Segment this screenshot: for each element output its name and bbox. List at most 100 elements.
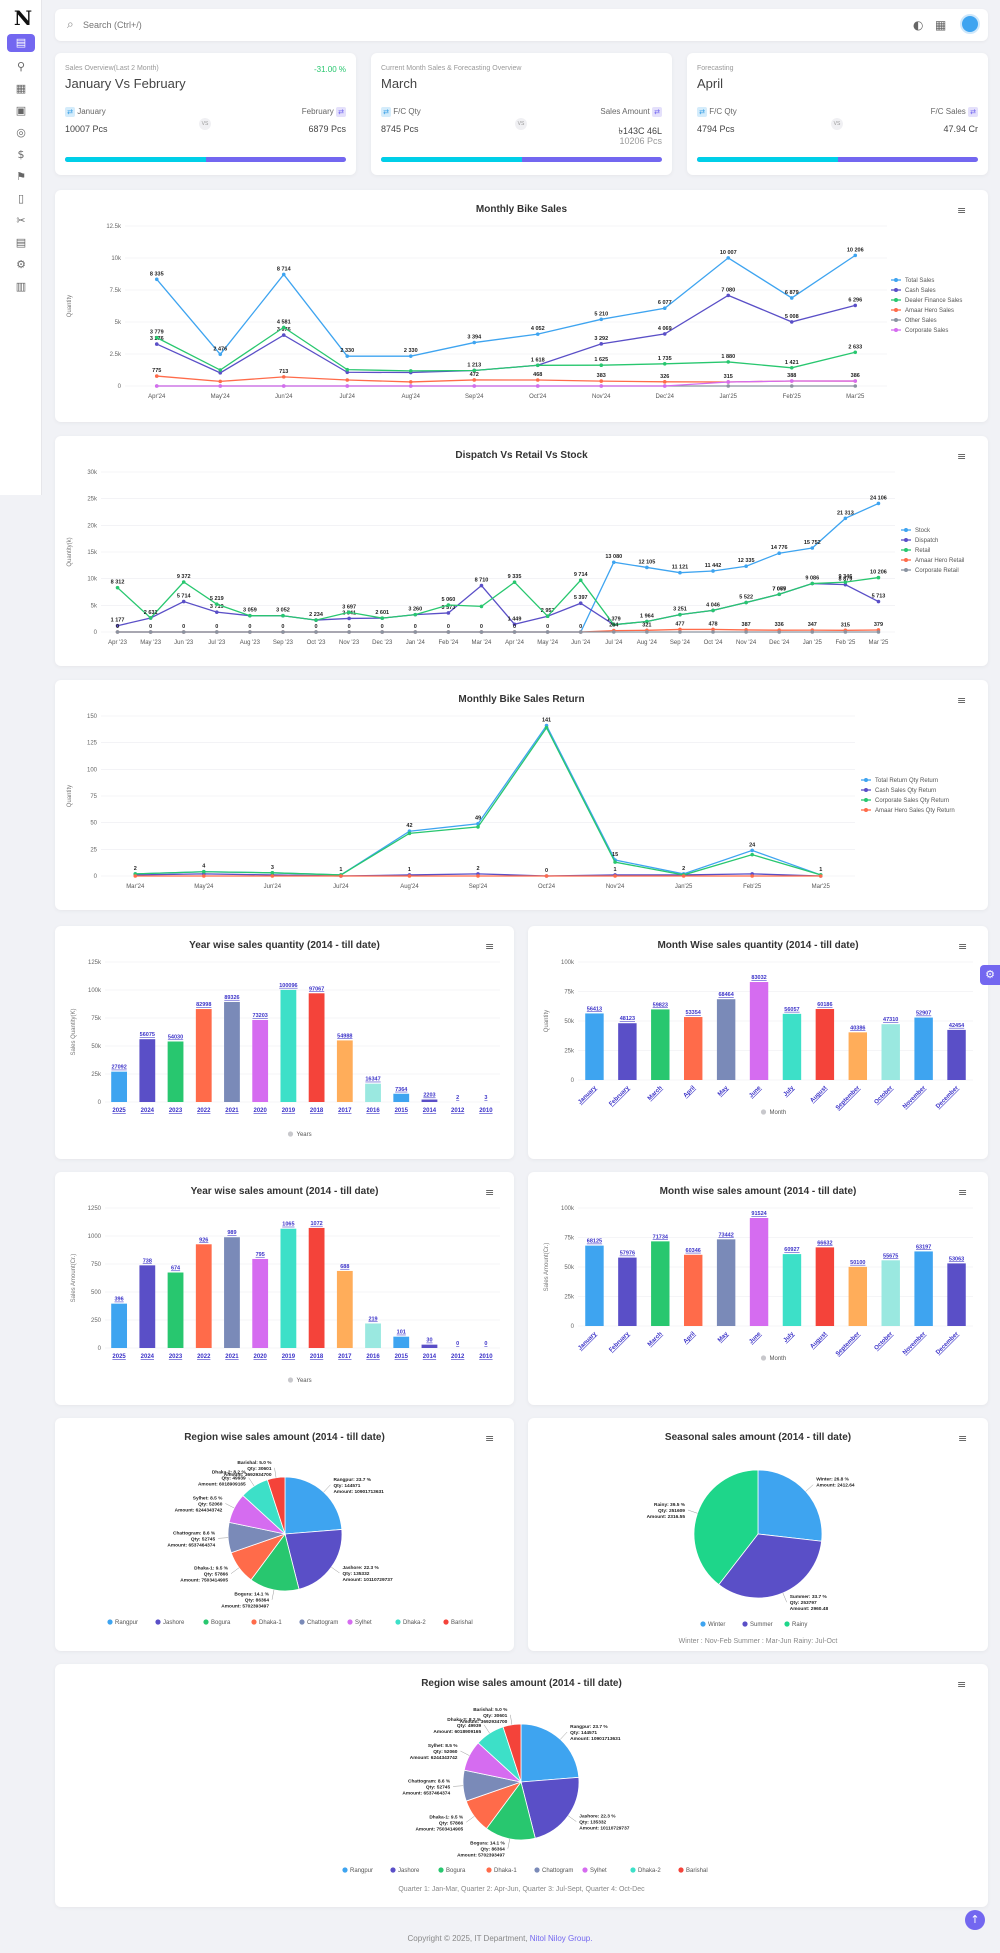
x-tick-label: Nov'24: [592, 394, 611, 400]
slice-label: Qty: 30601: [247, 1466, 272, 1472]
money-icon[interactable]: $: [17, 148, 25, 161]
legend-label: Sylhet: [355, 1620, 372, 1626]
chart-title: Dispatch Vs Retail Vs Stock: [455, 450, 588, 461]
data-label: 3 976: [277, 327, 291, 333]
data-point: [810, 581, 815, 586]
y-tick-label: 10k: [111, 256, 122, 262]
bar-value-label: 54988: [337, 1033, 352, 1039]
clipboard-icon[interactable]: ▤: [15, 236, 27, 249]
bar-value-label: 91524: [751, 1211, 767, 1217]
series-line: [117, 502, 879, 633]
data-label: 5 713: [872, 594, 886, 600]
bar: [683, 1254, 703, 1326]
data-point: [744, 600, 748, 605]
slice-label: Amount: 10110729737: [579, 1826, 629, 1832]
data-point: [347, 610, 351, 615]
data-label: 0: [513, 624, 516, 630]
legend-label: Amaar Hero Retail: [915, 558, 964, 564]
menu-icon[interactable]: ≡: [958, 1186, 968, 1199]
user-avatar[interactable]: [960, 14, 980, 34]
menu-icon[interactable]: ≡: [957, 1678, 967, 1691]
bar-value-label: 54030: [168, 1034, 183, 1040]
pie-slice: [520, 1776, 580, 1839]
target-icon[interactable]: ◎: [16, 126, 26, 139]
bar-value-label: 89326: [224, 995, 239, 1001]
data-point: [248, 613, 252, 618]
leader-line: [507, 1838, 511, 1849]
x-tick-label: 2023: [169, 1108, 183, 1114]
data-point: [218, 379, 223, 384]
tools-icon[interactable]: ✂: [16, 214, 26, 227]
scroll-top-arrow-icon[interactable]: ↑: [965, 1910, 985, 1930]
menu-icon[interactable]: ≡: [957, 204, 967, 217]
y-tick-label: 2.5k: [110, 352, 122, 358]
x-tick-label: 2017: [338, 1354, 352, 1360]
data-point: [248, 630, 252, 634]
kpi-title: April: [697, 76, 724, 91]
data-point: [535, 363, 540, 368]
theme-toggle-icon[interactable]: ◐: [913, 18, 924, 32]
menu-icon[interactable]: ≡: [957, 694, 967, 707]
menu-icon[interactable]: ≡: [485, 1186, 495, 1199]
y-tick-label: 15k: [87, 550, 98, 556]
menu-icon[interactable]: ≡: [485, 1432, 495, 1445]
scooter-icon[interactable]: ⚙: [16, 258, 26, 271]
search-input[interactable]: [83, 15, 383, 35]
map-icon[interactable]: ▦: [15, 82, 27, 95]
y-tick-label: 0: [98, 1100, 102, 1106]
bar-value-label: 926: [199, 1237, 208, 1243]
bar-value-label: 40386: [850, 1025, 865, 1031]
bike-icon[interactable]: ⚲: [16, 60, 26, 73]
menu-icon[interactable]: ≡: [958, 940, 968, 953]
data-point: [281, 613, 285, 618]
pie-slice: [485, 1781, 536, 1841]
bar-value-label: 100096: [279, 983, 297, 989]
legend-label: Month: [770, 1110, 787, 1116]
kpi-progress-bar: [381, 157, 662, 162]
data-point: [876, 630, 881, 634]
vs-badge: VS: [831, 118, 843, 130]
x-tick-label: 2024: [141, 1108, 155, 1114]
bar-value-label: 30: [426, 1338, 432, 1344]
x-tick-label: February: [608, 1085, 631, 1108]
data-point: [662, 332, 667, 336]
x-tick-label: Jan '24: [406, 640, 426, 646]
x-tick-label: Apr'24: [148, 394, 166, 400]
motorbike-icon[interactable]: ⚑: [16, 170, 26, 183]
footer-link[interactable]: Nitol Niloy Group.: [529, 1934, 593, 1943]
leader-line: [225, 1503, 235, 1509]
data-point: [214, 602, 219, 606]
y-tick-label: 0: [94, 630, 98, 636]
slice-label: Dhaka-1: 9.5 %: [429, 1814, 464, 1820]
menu-icon[interactable]: ≡: [485, 940, 495, 953]
data-label: 3 059: [243, 608, 257, 614]
bar: [585, 1013, 604, 1080]
x-tick-label: Jul'24: [333, 884, 349, 890]
menu-icon[interactable]: ≡: [958, 1432, 968, 1445]
slice-label: Qty: 86364: [245, 1598, 270, 1604]
data-point: [281, 384, 286, 388]
apps-grid-icon[interactable]: ▦: [935, 18, 947, 32]
brand-logo: N: [13, 6, 33, 30]
box-icon[interactable]: ▣: [15, 104, 27, 117]
sidebar-item-dashboard[interactable]: ▤: [7, 34, 35, 52]
x-tick-label: November: [902, 1331, 927, 1356]
series-line: [156, 380, 856, 387]
data-label: 5 522: [739, 595, 753, 601]
data-point: [611, 630, 616, 634]
data-point: [476, 874, 480, 878]
data-point: [662, 361, 667, 366]
series-line: [117, 576, 879, 626]
y-tick-label: 25k: [91, 1072, 102, 1078]
bar: [716, 999, 736, 1080]
x-tick-label: Nov '24: [736, 640, 757, 646]
data-point: [843, 582, 848, 587]
document-icon[interactable]: ▯: [17, 192, 25, 205]
menu-icon[interactable]: ≡: [957, 450, 967, 463]
data-label: 8 714: [277, 266, 292, 272]
data-point: [345, 370, 350, 375]
x-tick-label: May'24: [194, 884, 214, 890]
settings-gear-icon[interactable]: ⚙: [980, 965, 1000, 985]
bar-value-label: 2: [456, 1095, 459, 1101]
briefcase-icon[interactable]: ▥: [15, 280, 27, 293]
